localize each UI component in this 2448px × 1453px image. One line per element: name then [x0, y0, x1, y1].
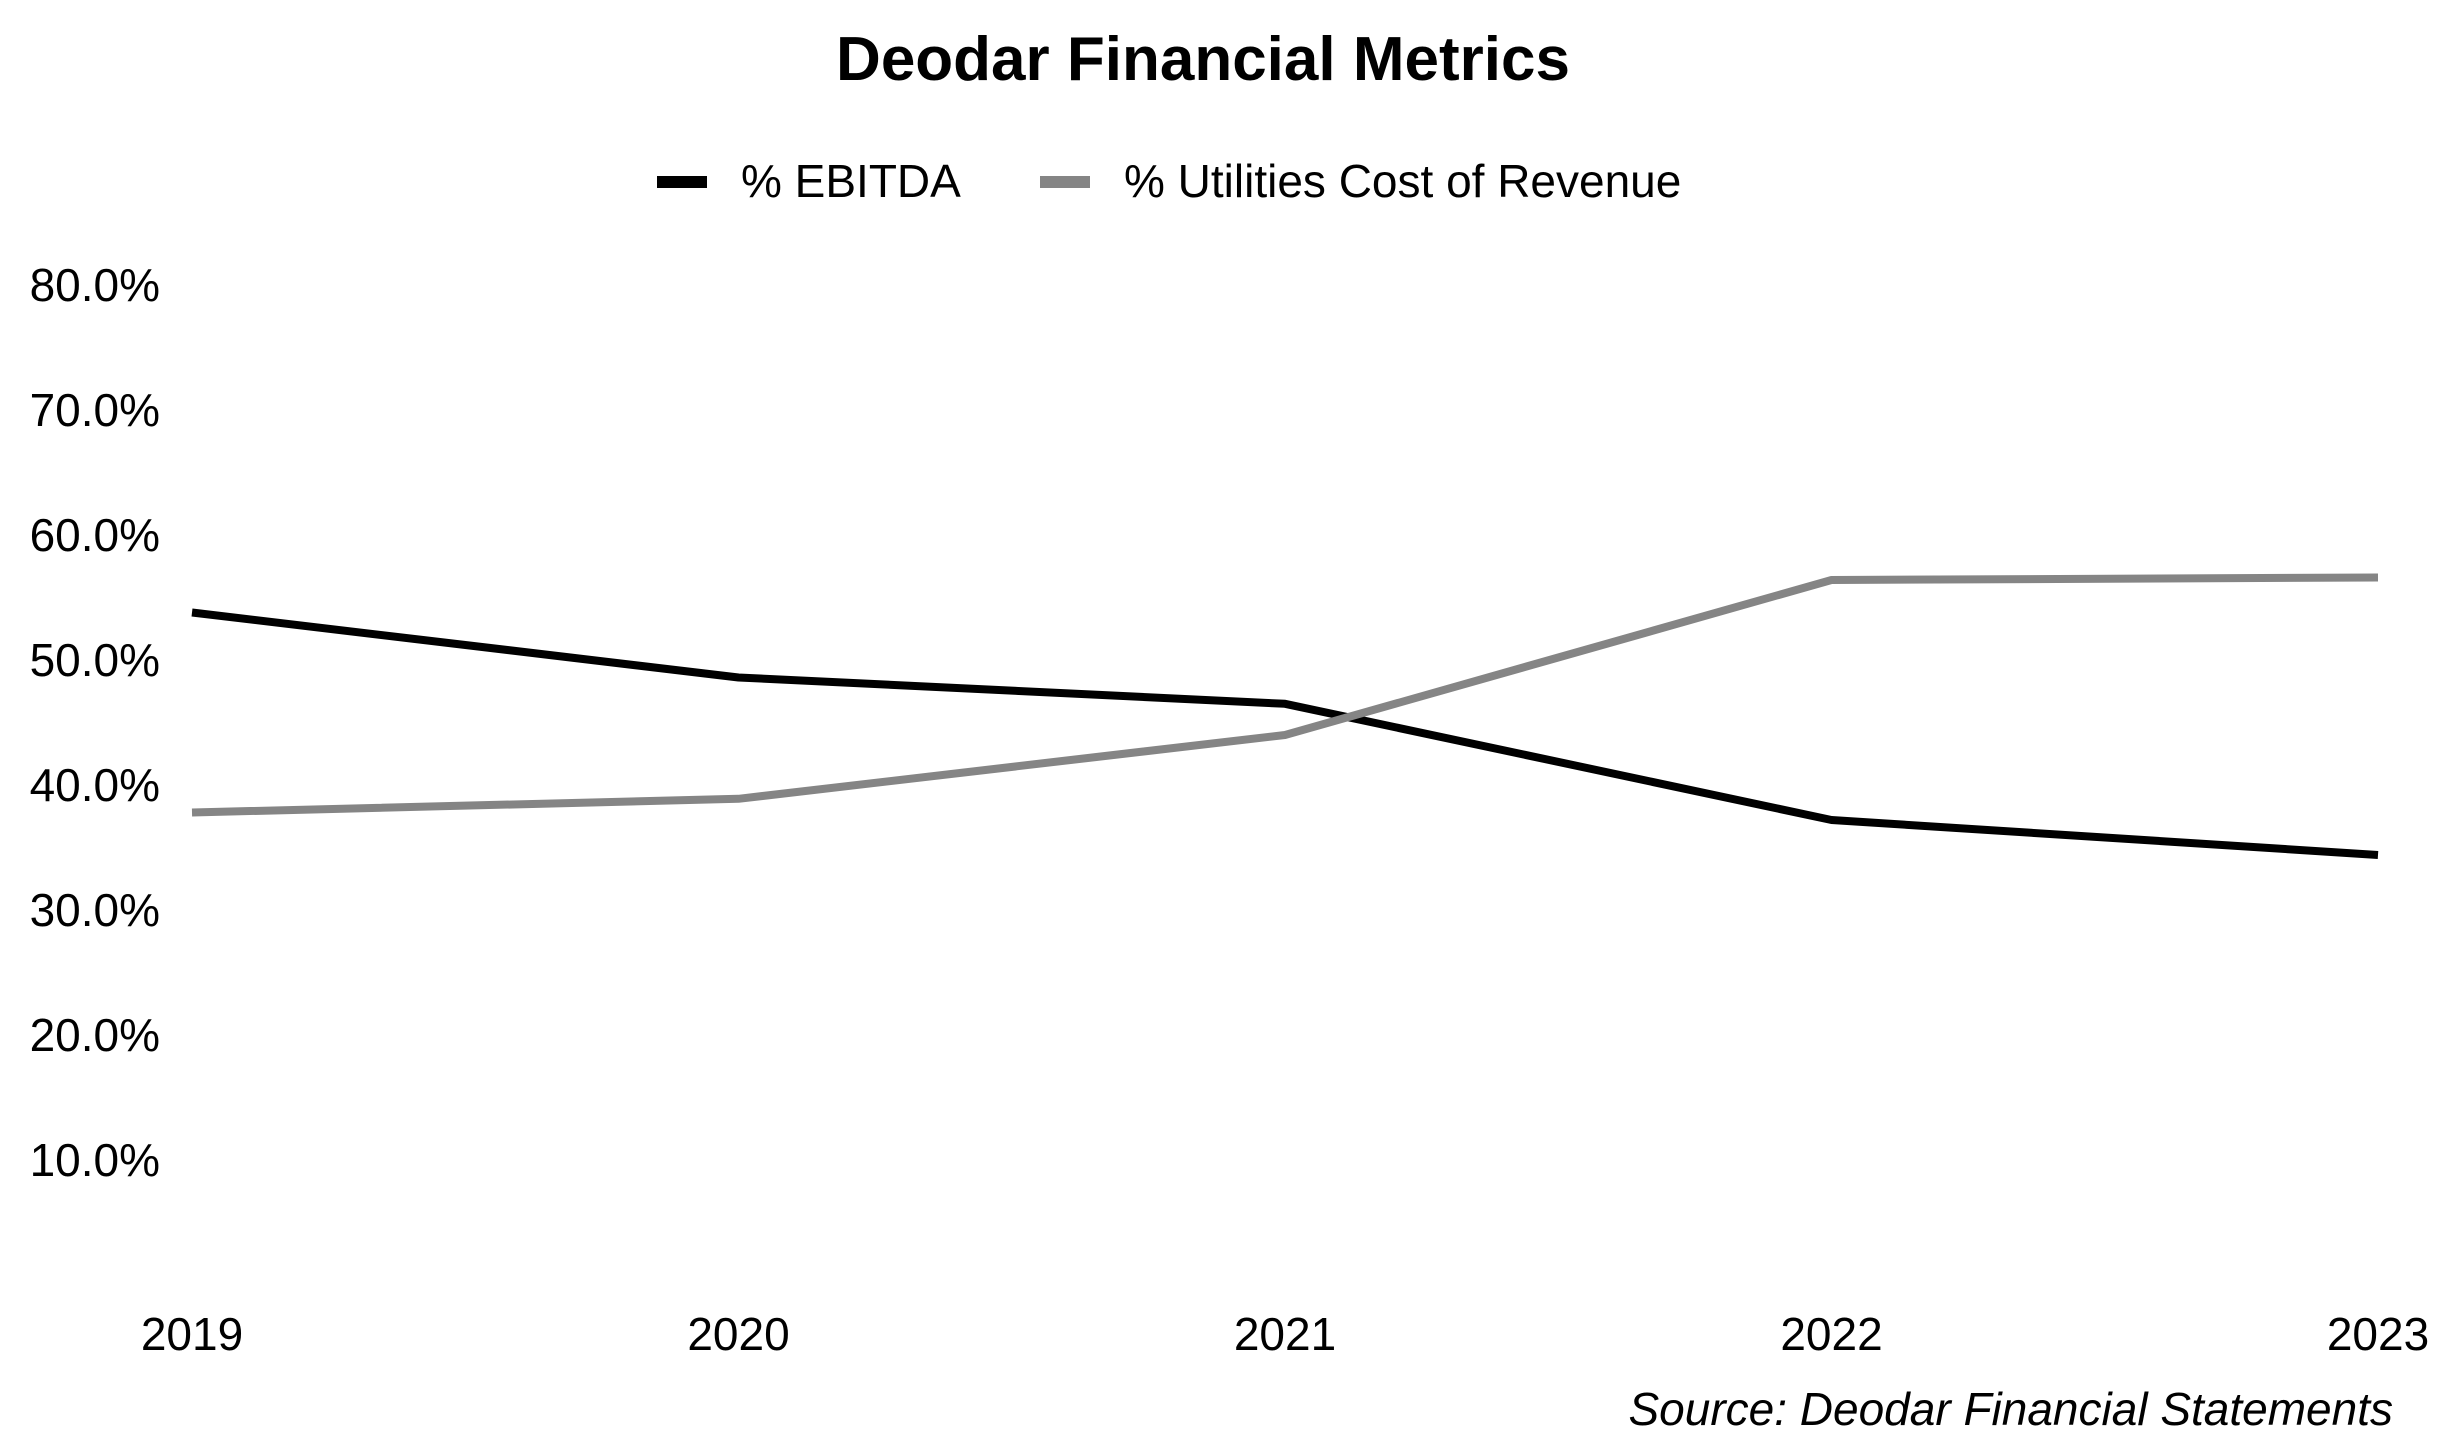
y-tick-label: 10.0% — [30, 1134, 160, 1186]
legend-label-ebitda: % EBITDA — [741, 155, 961, 207]
y-tick-label: 30.0% — [30, 884, 160, 936]
chart-title: Deodar Financial Metrics — [836, 25, 1570, 94]
x-tick-label: 2023 — [2327, 1308, 2429, 1360]
x-axis: 2019 2020 2021 2022 2023 — [141, 1308, 2429, 1360]
x-tick-label: 2019 — [141, 1308, 243, 1360]
y-axis: 10.0% 20.0% 30.0% 40.0% 50.0% 60.0% 70.0% 80.0% — [30, 259, 160, 1186]
series-line-utilities — [191, 573, 2379, 817]
x-tick-label: 2020 — [687, 1308, 789, 1360]
series-line-ebitda — [191, 608, 2379, 859]
source-note: Source: Deodar Financial Statements — [1628, 1383, 2393, 1435]
x-tick-label: 2021 — [1234, 1308, 1336, 1360]
y-tick-label: 40.0% — [30, 759, 160, 811]
y-tick-label: 50.0% — [30, 634, 160, 686]
y-tick-label: 60.0% — [30, 509, 160, 561]
x-tick-label: 2022 — [1780, 1308, 1882, 1360]
legend: % EBITDA % Utilities Cost of Revenue — [657, 155, 1681, 207]
y-tick-label: 70.0% — [30, 384, 160, 436]
y-tick-label: 20.0% — [30, 1009, 160, 1061]
legend-label-utilities: % Utilities Cost of Revenue — [1124, 155, 1681, 207]
series-group — [191, 573, 2379, 859]
y-tick-label: 80.0% — [30, 259, 160, 311]
